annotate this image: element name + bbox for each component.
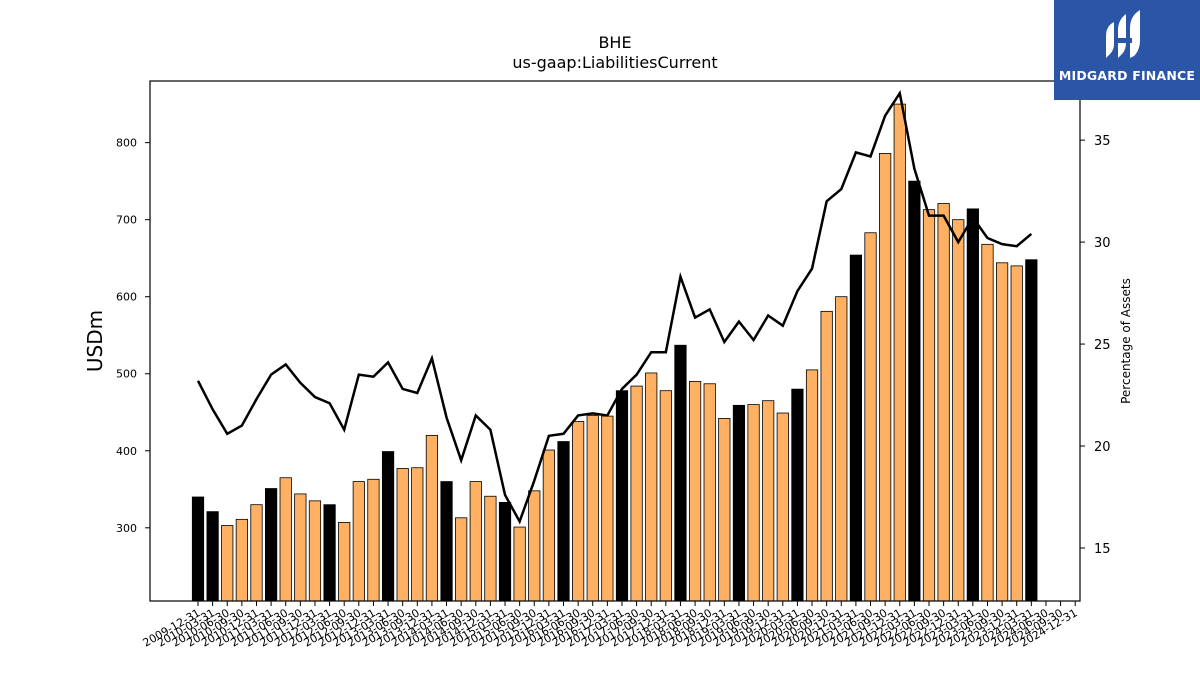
y-tick-label: 500 — [116, 368, 137, 381]
bar — [513, 526, 526, 602]
bar — [484, 495, 497, 602]
chart-title: BHE — [598, 33, 631, 52]
bar — [674, 344, 687, 602]
bar — [908, 180, 921, 602]
bar — [396, 468, 409, 602]
bar — [864, 232, 877, 602]
logo-icon — [1106, 10, 1140, 58]
bar — [542, 449, 555, 602]
bar — [250, 504, 263, 602]
bar — [411, 467, 424, 602]
bar — [630, 385, 643, 602]
bar — [338, 522, 351, 602]
y2-tick-label: 35 — [1094, 134, 1111, 149]
x-axis: 2009-12-312010-03-312010-06-302010-09-30… — [141, 601, 1080, 650]
y2-tick-label: 15 — [1094, 542, 1111, 557]
bar — [425, 434, 439, 602]
bar — [557, 441, 570, 602]
bar — [572, 421, 585, 602]
y2-tick-label: 20 — [1094, 440, 1111, 455]
bar — [966, 208, 979, 602]
bar — [952, 219, 965, 602]
y-tick-label: 400 — [116, 445, 137, 458]
bar — [849, 254, 863, 602]
logo-text: MIDGARD FINANCE — [1058, 68, 1196, 83]
bar — [264, 488, 278, 602]
bar — [879, 153, 892, 602]
bar — [206, 511, 219, 602]
bar — [732, 404, 746, 602]
bar — [469, 481, 482, 602]
bar — [718, 418, 731, 602]
bar — [615, 390, 629, 602]
chart-subtitle: us-gaap:LiabilitiesCurrent — [512, 53, 717, 72]
y2-tick-label: 30 — [1094, 236, 1111, 251]
bar — [893, 103, 906, 602]
y-tick-label: 300 — [116, 522, 137, 535]
bar — [498, 501, 512, 602]
bar — [367, 478, 380, 602]
y-axis-right: 15 20 25 30 35 — [1080, 134, 1111, 557]
bar — [528, 490, 541, 602]
plot-frame — [149, 80, 1081, 602]
bar — [308, 500, 322, 602]
bar — [835, 296, 848, 602]
bar — [703, 383, 716, 602]
bar — [820, 310, 833, 602]
y-axis-label: USDm — [83, 310, 107, 372]
bar — [762, 400, 775, 602]
bar — [279, 477, 292, 602]
bar — [659, 390, 672, 602]
bar — [937, 203, 950, 602]
bar — [922, 209, 936, 602]
y-axis-left: 300 400 500 600 700 800 — [116, 137, 150, 535]
bar — [645, 372, 658, 602]
bar — [805, 369, 819, 602]
bar — [221, 525, 234, 602]
bar — [440, 481, 453, 602]
bar — [352, 481, 365, 602]
y2-axis-label: Percentage of Assets — [1119, 278, 1133, 404]
bar — [586, 414, 599, 602]
y2-tick-label: 25 — [1094, 338, 1111, 353]
bar — [1010, 265, 1023, 602]
y-tick-label: 800 — [116, 137, 137, 150]
bar — [747, 404, 760, 602]
bar — [381, 451, 395, 602]
y-tick-label: 700 — [116, 214, 137, 227]
bar — [996, 262, 1009, 602]
bar — [294, 493, 307, 602]
bar — [323, 504, 336, 602]
bar-series — [191, 103, 1038, 602]
bar — [191, 496, 205, 602]
logo: MIDGARD FINANCE — [1054, 0, 1200, 100]
bar — [455, 517, 468, 602]
bar — [601, 415, 614, 602]
percentage-line — [196, 89, 1033, 525]
bar — [1025, 259, 1038, 602]
bar — [776, 412, 789, 602]
bar — [791, 388, 804, 602]
bar — [981, 243, 994, 602]
bar — [688, 381, 702, 602]
bar — [235, 518, 248, 602]
y-tick-label: 600 — [116, 291, 137, 304]
